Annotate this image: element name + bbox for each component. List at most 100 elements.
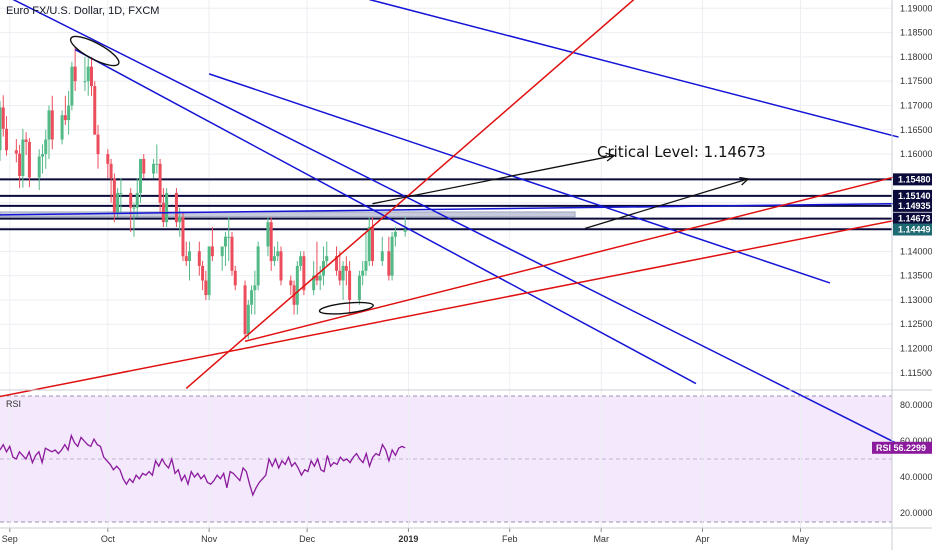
level-price-tag-label: 1.14673 [898, 214, 931, 224]
candle [207, 246, 211, 300]
candle [119, 178, 123, 213]
candle [174, 188, 178, 228]
candle [188, 241, 192, 281]
candle-body [106, 154, 110, 164]
candle [21, 128, 25, 188]
annotation-arrow [584, 176, 750, 230]
candle [0, 101, 2, 161]
candle [1, 95, 5, 137]
candle [325, 241, 329, 266]
candle [93, 81, 97, 135]
candle-body [367, 227, 371, 262]
candle-body [89, 66, 93, 87]
candle-body [266, 222, 270, 247]
level-price-tag [893, 173, 932, 186]
price-tick-label: 1.14000 [900, 246, 932, 256]
candle-body [129, 192, 133, 208]
candle [364, 231, 368, 276]
candle-body [27, 141, 31, 178]
candle-body [318, 275, 322, 281]
candle [266, 217, 270, 257]
candle [230, 231, 234, 276]
swing-high-ellipse [69, 35, 120, 67]
candle-body [60, 115, 64, 140]
candle-body [152, 163, 156, 174]
blue-trend-line [208, 73, 831, 284]
candle [348, 261, 352, 315]
candle [24, 132, 28, 156]
candle-body [50, 110, 54, 140]
candle-body [393, 231, 397, 237]
level-price-tag [893, 212, 932, 225]
candle-body [204, 280, 208, 296]
candle-body [138, 158, 142, 193]
date-tick-label: Apr [695, 534, 709, 544]
candle [18, 144, 22, 189]
candle-body [116, 192, 120, 213]
candle-body [5, 128, 9, 151]
candle [201, 261, 205, 291]
candle-body [348, 270, 352, 300]
candle-body [335, 256, 339, 271]
price-tick-label: 1.19000 [900, 3, 932, 13]
candle [289, 275, 293, 296]
candle-body [338, 270, 342, 281]
rsi-tick-label: 40.0000 [900, 472, 932, 482]
blue-trend-line [369, 0, 899, 138]
price-tick-label: 1.12500 [900, 319, 932, 329]
level-price-tag-label: 1.14935 [898, 201, 931, 211]
candle-body [220, 246, 224, 257]
candle [184, 241, 188, 266]
blue-trend-line [0, 202, 899, 216]
candle [129, 188, 133, 232]
candle [367, 217, 371, 266]
candle [243, 280, 247, 339]
rsi-line [0, 433, 406, 497]
rsi-value-tag [872, 441, 932, 454]
candle [47, 105, 51, 159]
last-price-tag [893, 223, 932, 236]
candle-body [135, 192, 139, 208]
candle-body [361, 270, 365, 276]
candle-body [387, 251, 391, 276]
candle-body [380, 251, 384, 262]
candle-body [67, 105, 71, 121]
annotation-arrow [372, 152, 616, 205]
candle-body [279, 251, 283, 281]
candle [67, 90, 71, 135]
candle-body [223, 236, 227, 247]
candle-body [344, 265, 348, 271]
candle-body [207, 246, 211, 296]
candle [138, 158, 142, 203]
candle [315, 241, 319, 286]
candle-body [132, 207, 136, 209]
candle [295, 261, 299, 315]
candle-body [37, 156, 41, 178]
candle [279, 246, 283, 286]
candle-body [73, 66, 77, 82]
candle-body [227, 236, 231, 238]
price-tick-label: 1.16500 [900, 125, 932, 135]
candle [135, 178, 139, 218]
candle [44, 129, 48, 169]
candle-body [21, 139, 25, 176]
candle-body [178, 217, 182, 223]
date-tick-label: Sep [2, 534, 18, 544]
candle-body [357, 275, 361, 300]
candle [361, 261, 365, 286]
candle [335, 246, 339, 276]
candle-body [112, 178, 116, 213]
price-tick-label: 1.13500 [900, 271, 932, 281]
candle [246, 299, 250, 339]
candle-body [0, 107, 2, 151]
candle-body [269, 222, 273, 262]
date-tick-label: Nov [201, 534, 218, 544]
candle-body [299, 256, 303, 266]
price-tick-label: 1.17500 [900, 76, 932, 86]
candle-body [63, 115, 67, 121]
candle-body [201, 265, 205, 281]
candle-body [246, 304, 250, 334]
candle-body [47, 110, 51, 140]
candle [370, 217, 374, 266]
candle-body [364, 261, 368, 271]
